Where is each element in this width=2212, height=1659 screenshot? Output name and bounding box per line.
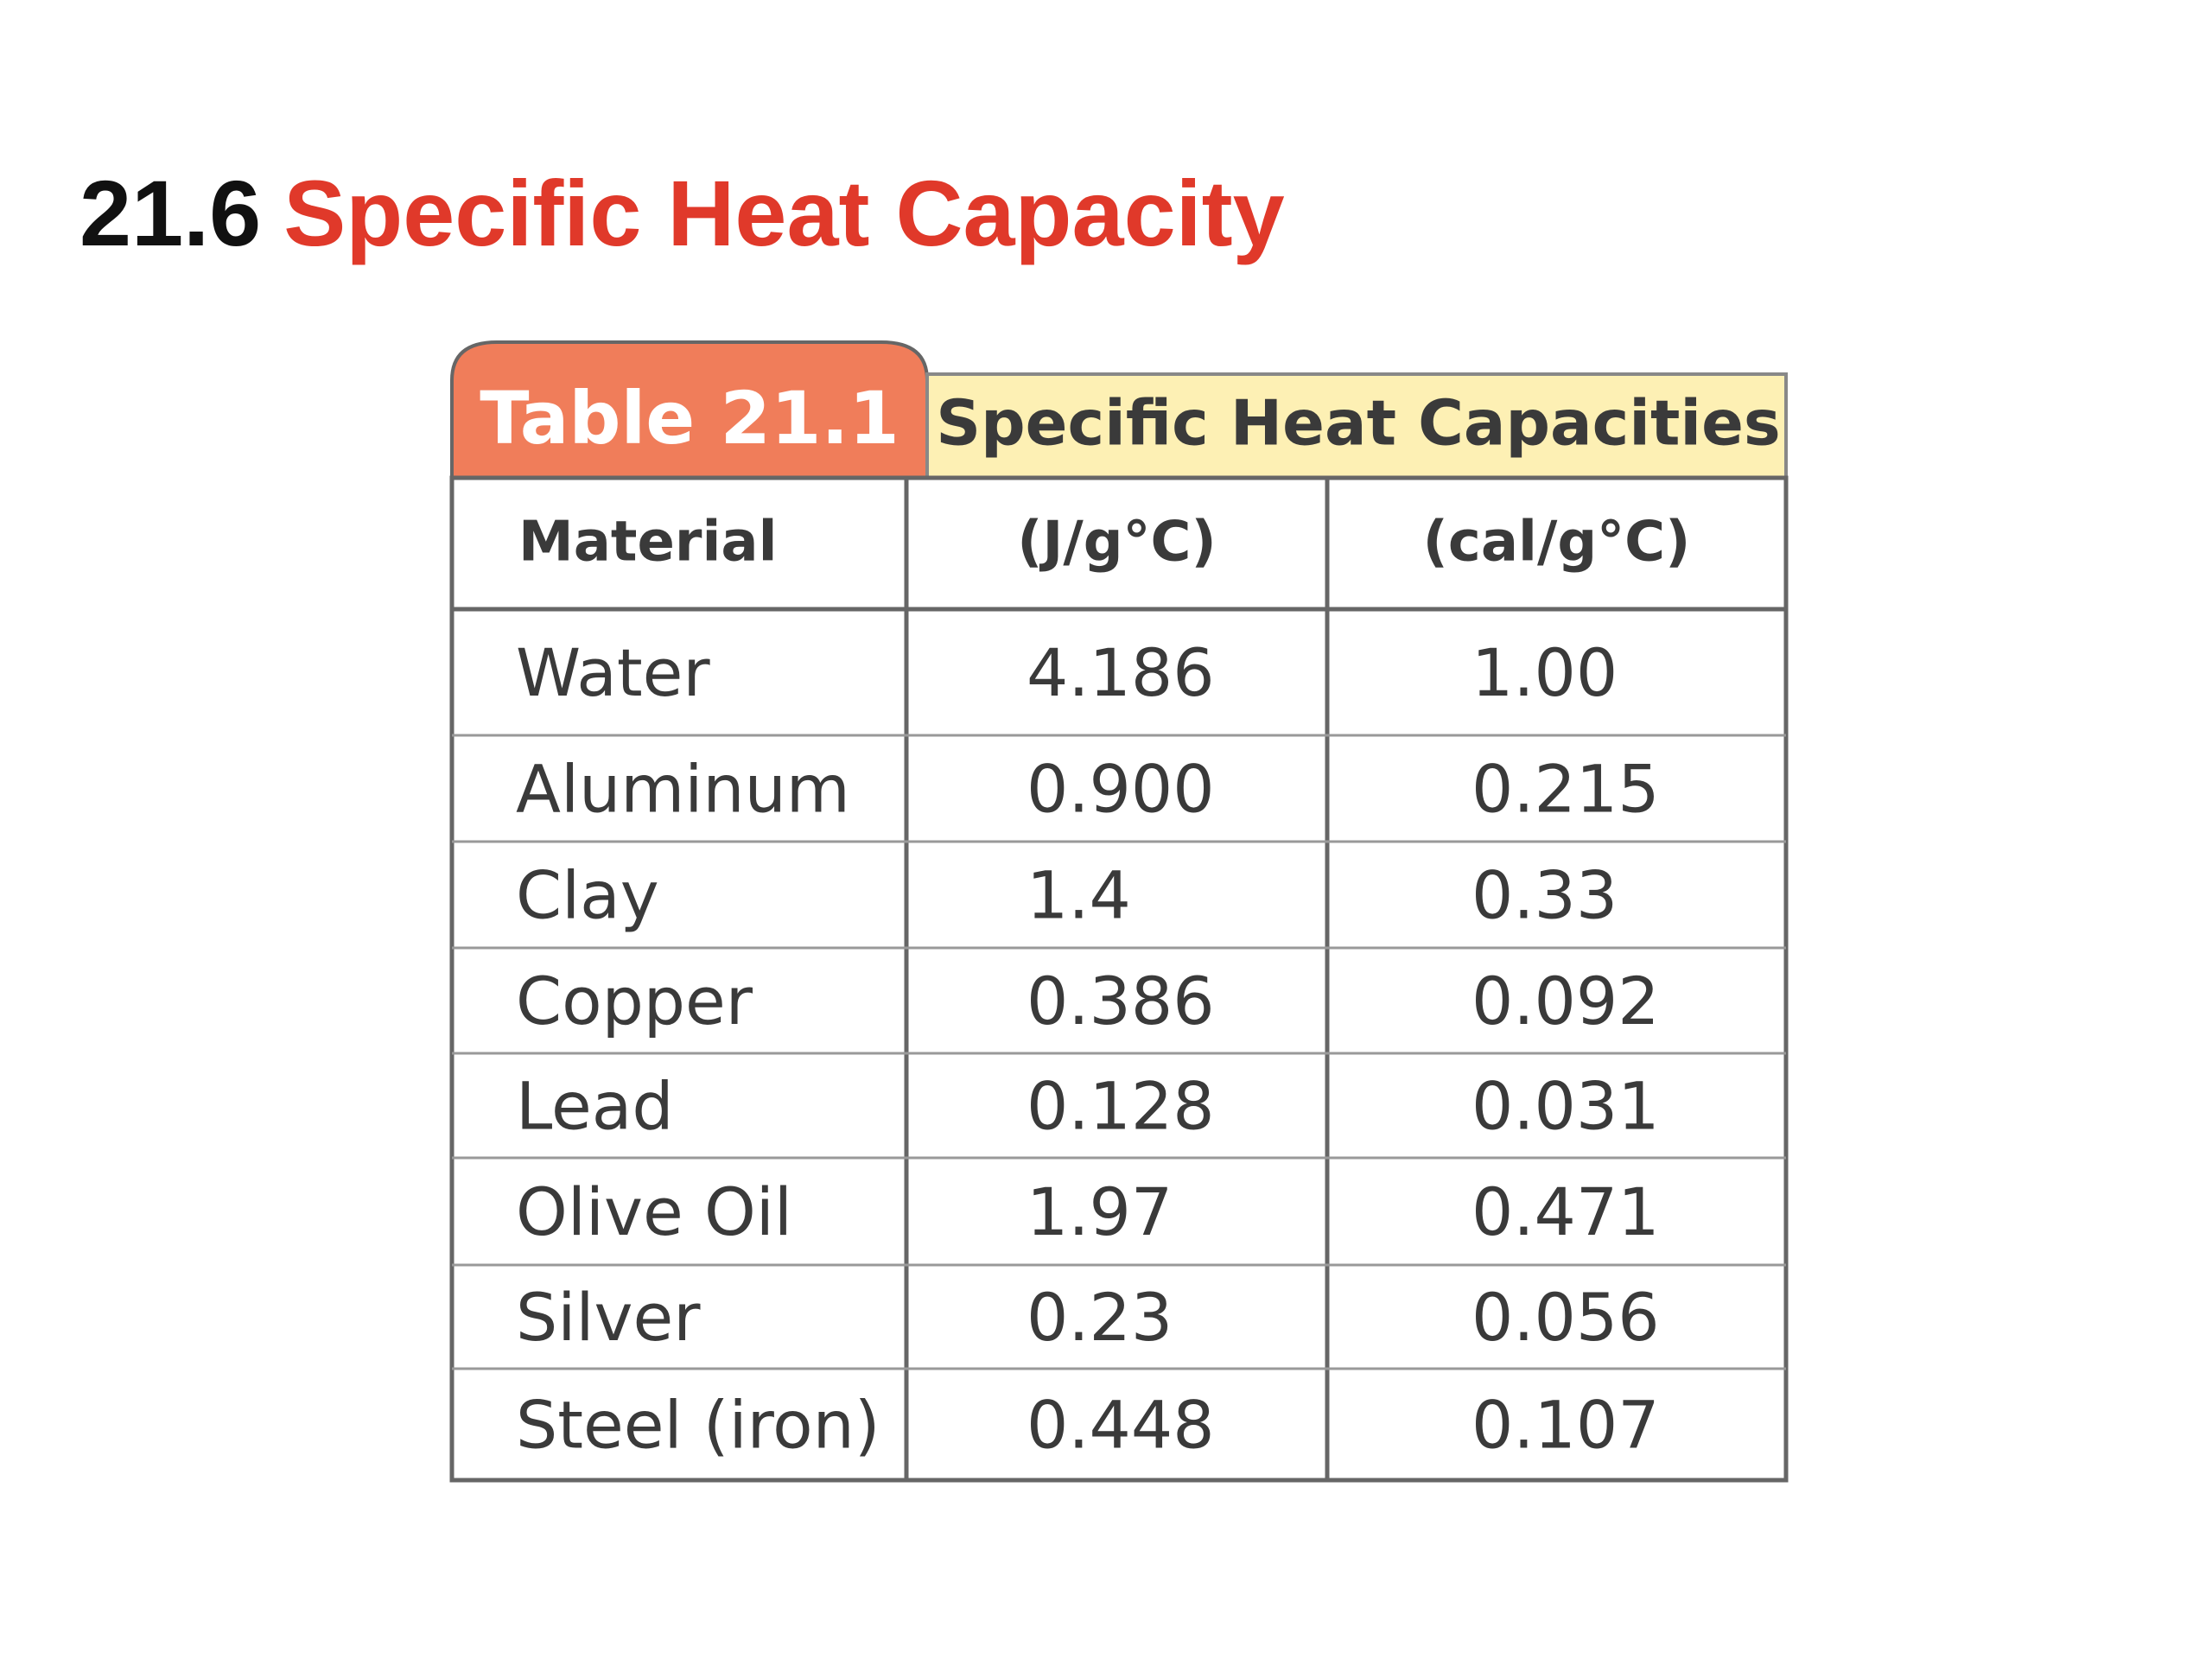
caption-box [925, 372, 1788, 480]
value-cell: 0.471 [1471, 1173, 1660, 1250]
material-name: Clay [516, 856, 659, 933]
table-cells: Material (J/g°C) (cal/g°C) Water 4.186 1.00 Al… [516, 511, 1690, 1464]
material-name: Aluminum [516, 750, 850, 827]
value-cell: 0.107 [1471, 1386, 1660, 1463]
value-cell: 0.031 [1471, 1067, 1660, 1144]
value-cell: 1.97 [1027, 1173, 1173, 1250]
table-caption: Specific Heat Capacities [936, 387, 1781, 460]
table-tab [450, 340, 929, 480]
value-cell: 0.23 [1027, 1279, 1173, 1356]
material-name: Water [516, 634, 710, 711]
value-cell: 4.186 [1027, 634, 1215, 711]
column-header: (cal/g°C) [1423, 511, 1691, 575]
table-label: Table 21.1 [480, 376, 899, 461]
value-cell: 1.00 [1471, 634, 1618, 711]
material-name: Copper [516, 963, 753, 1039]
value-cell: 1.4 [1027, 856, 1131, 933]
value-cell: 0.092 [1471, 963, 1660, 1039]
table-border [449, 475, 1789, 1483]
table-grid [449, 475, 1789, 1483]
material-name: Steel (iron) [516, 1386, 880, 1463]
section-title: Specific Heat Capacity [283, 161, 1284, 265]
value-cell: 0.215 [1471, 750, 1660, 827]
material-name: Silver [516, 1279, 701, 1356]
value-cell: 0.056 [1471, 1279, 1660, 1356]
value-cell: 0.448 [1027, 1386, 1215, 1463]
section-number-text: 21.6 [79, 161, 261, 265]
value-cell: 0.386 [1027, 963, 1215, 1039]
value-cell: 0.33 [1471, 856, 1618, 933]
material-name: Olive Oil [516, 1173, 792, 1250]
column-header: (J/g°C) [1017, 511, 1216, 575]
column-header: Material [518, 511, 778, 575]
section-number: 21.6 Specific Heat Capacity [79, 161, 1285, 265]
value-cell: 0.128 [1027, 1067, 1215, 1144]
value-cell: 0.900 [1027, 750, 1215, 827]
material-name: Lead [516, 1067, 674, 1144]
